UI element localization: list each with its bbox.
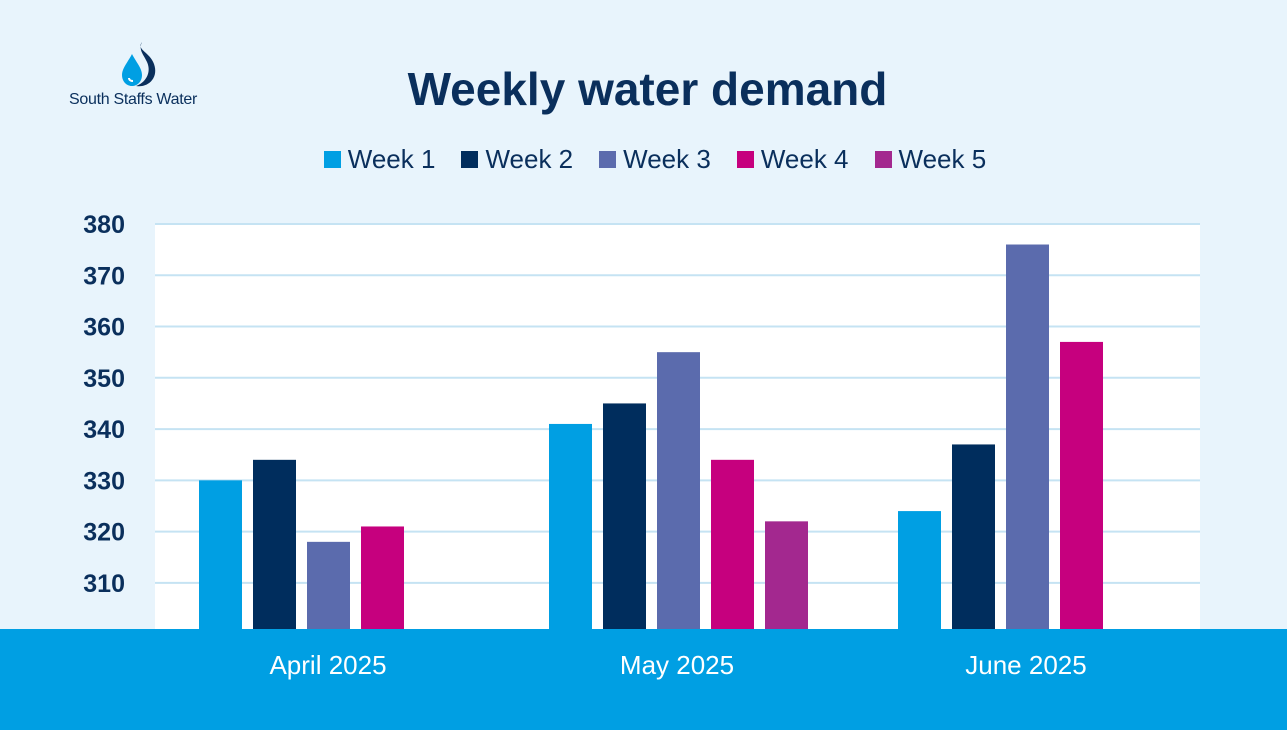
legend-item: Week 1 — [323, 144, 436, 175]
brand-logo: South Staffs Water — [66, 40, 216, 116]
x-tick-label: April 2025 — [269, 650, 387, 680]
legend-label: Week 1 — [347, 144, 436, 174]
bar — [361, 526, 404, 629]
x-tick-label: May 2025 — [619, 650, 735, 680]
y-tick-label: 370 — [83, 262, 125, 290]
bar — [549, 423, 592, 629]
bar — [307, 541, 350, 629]
bar — [603, 403, 646, 629]
brand-name: South Staffs Water — [69, 91, 197, 108]
legend-label: Week 2 — [485, 144, 574, 174]
legend-label: Week 5 — [898, 144, 987, 174]
legend-label: Week 4 — [760, 144, 849, 174]
y-tick-label: 380 — [83, 211, 125, 239]
legend-swatch — [461, 151, 479, 168]
bar — [1060, 341, 1103, 629]
legend-swatch — [599, 151, 617, 168]
x-tick-label: June 2025 — [965, 650, 1087, 680]
legend-item: Week 5 — [874, 144, 987, 175]
bar — [898, 511, 941, 629]
y-axis-ticks: 310 320 330 340 350 360 370 380 — [83, 211, 125, 598]
chart-title: Weekly water demand — [407, 63, 888, 115]
bar — [765, 521, 808, 629]
y-tick-label: 340 — [83, 416, 125, 444]
footer-band — [0, 629, 1287, 730]
y-tick-label: 310 — [83, 570, 125, 598]
y-tick-label: 330 — [83, 467, 125, 495]
chart-legend: Week 1 Week 2 Week 3 Week 4 Week 5 — [0, 144, 1287, 175]
bars — [199, 244, 1103, 629]
y-tick-label: 320 — [83, 519, 125, 547]
y-tick-label: 360 — [83, 314, 125, 342]
bar — [1006, 244, 1049, 629]
legend-item: Week 4 — [736, 144, 849, 175]
bar — [199, 480, 242, 629]
legend-label: Week 3 — [623, 144, 711, 174]
bar — [253, 459, 296, 629]
bar — [952, 444, 995, 629]
legend-item: Week 2 — [461, 144, 573, 175]
y-tick-label: 350 — [83, 365, 125, 393]
bar — [657, 352, 700, 629]
legend-swatch — [736, 151, 754, 168]
water-drop-icon — [122, 42, 156, 87]
legend-swatch — [323, 151, 341, 168]
bar — [711, 459, 754, 629]
legend-swatch — [874, 151, 892, 168]
legend-item: Week 3 — [599, 144, 711, 175]
